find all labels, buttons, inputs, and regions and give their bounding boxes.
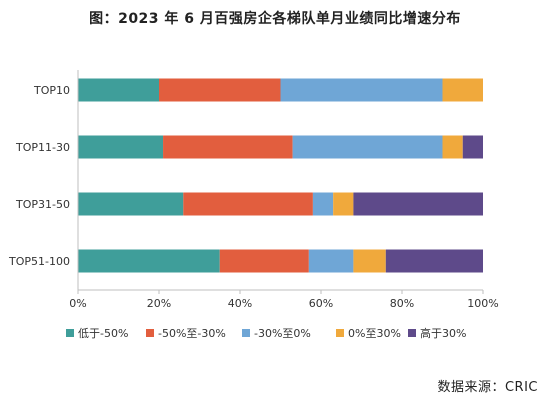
legend-swatch-3 xyxy=(242,329,250,337)
bar-segment-1-3 xyxy=(280,78,443,102)
category-label-4: TOP51-100 xyxy=(8,255,70,268)
legend-label-5: 高于30% xyxy=(420,326,466,340)
category-label-3: TOP31-50 xyxy=(15,198,70,211)
bar-segment-2-5 xyxy=(462,135,483,159)
legend-label-2: -50%至-30% xyxy=(158,327,226,340)
bar-segment-2-3 xyxy=(292,135,443,159)
legend-swatch-4 xyxy=(336,329,344,337)
bar-segment-3-1 xyxy=(78,192,184,216)
bar-segment-4-2 xyxy=(219,249,309,273)
bar-segment-4-1 xyxy=(78,249,220,273)
bar-segment-1-1 xyxy=(78,78,159,102)
bar-segment-2-2 xyxy=(163,135,293,159)
legend-swatch-2 xyxy=(146,329,154,337)
bar-segment-1-2 xyxy=(159,78,281,102)
legend-label-3: -30%至0% xyxy=(254,327,311,340)
bar-segment-2-1 xyxy=(78,135,164,159)
x-tick-label-6: 100% xyxy=(467,297,498,310)
x-tick-label-3: 40% xyxy=(228,297,252,310)
legend-swatch-5 xyxy=(408,329,416,337)
category-label-1: TOP10 xyxy=(33,84,70,97)
x-tick-label-5: 80% xyxy=(390,297,414,310)
bar-segment-4-4 xyxy=(353,249,386,273)
bar-segment-1-4 xyxy=(442,78,483,102)
legend-label-1: 低于-50% xyxy=(78,327,128,340)
x-tick-label-4: 60% xyxy=(309,297,333,310)
bar-segment-2-4 xyxy=(442,135,463,159)
legend-swatch-1 xyxy=(66,329,74,337)
source-note: 数据来源：CRIC xyxy=(437,380,538,395)
bar-segment-3-5 xyxy=(353,192,483,216)
bar-segment-3-2 xyxy=(183,192,313,216)
category-label-2: TOP11-30 xyxy=(15,141,70,154)
x-tick-label-2: 20% xyxy=(147,297,171,310)
chart-title: 图：2023 年 6 月百强房企各梯队单月业绩同比增速分布 xyxy=(89,11,461,27)
legend-label-4: 0%至30% xyxy=(348,327,401,340)
bar-segment-3-3 xyxy=(312,192,334,216)
bar-segment-4-5 xyxy=(385,249,483,273)
bar-segment-4-3 xyxy=(308,249,354,273)
bar-segment-3-4 xyxy=(333,192,354,216)
x-tick-label-1: 0% xyxy=(69,297,86,310)
